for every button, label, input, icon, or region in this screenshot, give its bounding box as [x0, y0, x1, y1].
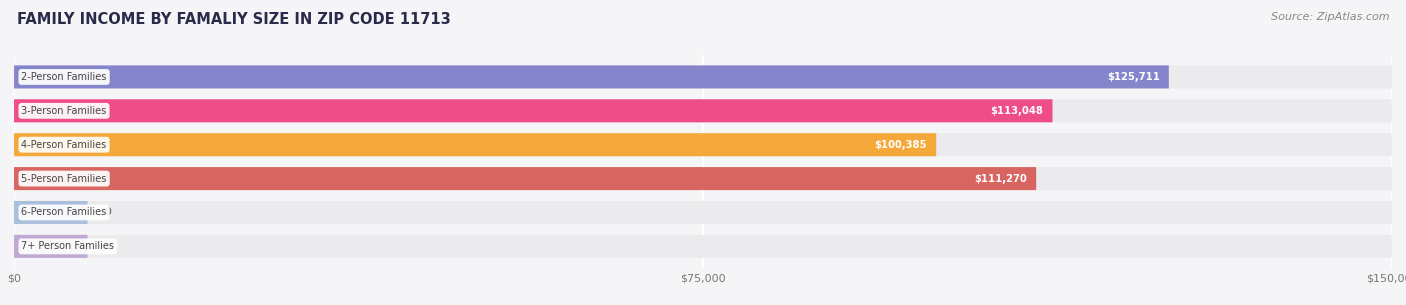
FancyBboxPatch shape	[14, 235, 87, 258]
Text: 6-Person Families: 6-Person Families	[21, 207, 107, 217]
Text: $0: $0	[98, 207, 112, 217]
FancyBboxPatch shape	[14, 201, 1392, 224]
Text: 3-Person Families: 3-Person Families	[21, 106, 107, 116]
FancyBboxPatch shape	[14, 167, 1036, 190]
FancyBboxPatch shape	[14, 235, 1392, 258]
FancyBboxPatch shape	[14, 167, 1392, 190]
Text: 4-Person Families: 4-Person Families	[21, 140, 107, 150]
FancyBboxPatch shape	[14, 65, 1168, 88]
Text: 5-Person Families: 5-Person Families	[21, 174, 107, 184]
FancyBboxPatch shape	[14, 99, 1053, 122]
FancyBboxPatch shape	[14, 133, 936, 156]
Text: $0: $0	[98, 241, 112, 251]
Text: $125,711: $125,711	[1107, 72, 1160, 82]
FancyBboxPatch shape	[14, 201, 87, 224]
Text: $113,048: $113,048	[990, 106, 1043, 116]
Text: $111,270: $111,270	[974, 174, 1026, 184]
FancyBboxPatch shape	[14, 65, 1392, 88]
Text: Source: ZipAtlas.com: Source: ZipAtlas.com	[1271, 12, 1389, 22]
Text: $100,385: $100,385	[875, 140, 927, 150]
FancyBboxPatch shape	[14, 133, 1392, 156]
Text: 2-Person Families: 2-Person Families	[21, 72, 107, 82]
FancyBboxPatch shape	[14, 99, 1392, 122]
Text: FAMILY INCOME BY FAMALIY SIZE IN ZIP CODE 11713: FAMILY INCOME BY FAMALIY SIZE IN ZIP COD…	[17, 12, 450, 27]
Text: 7+ Person Families: 7+ Person Families	[21, 241, 114, 251]
